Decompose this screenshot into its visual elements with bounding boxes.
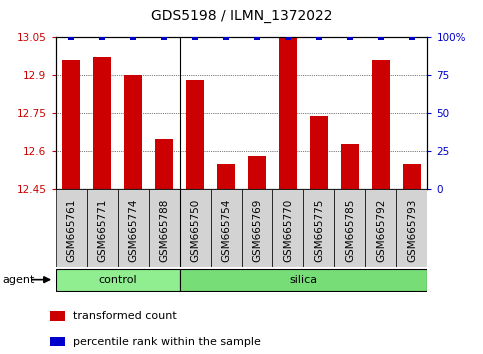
Point: [191, 34, 199, 40]
Bar: [149, 189, 180, 267]
Text: GSM665774: GSM665774: [128, 199, 138, 262]
Bar: [279, 37, 297, 189]
Point: [67, 34, 75, 40]
Bar: [56, 189, 86, 267]
Bar: [180, 189, 211, 267]
Text: GSM665754: GSM665754: [221, 199, 231, 262]
Text: GSM665793: GSM665793: [407, 199, 417, 262]
Bar: [272, 189, 303, 267]
Bar: [124, 75, 142, 189]
Text: GSM665785: GSM665785: [345, 199, 355, 262]
Bar: [86, 189, 117, 267]
Bar: [155, 139, 173, 189]
Point: [253, 34, 261, 40]
Text: agent: agent: [2, 275, 35, 285]
Text: control: control: [98, 275, 137, 285]
Text: GSM665750: GSM665750: [190, 199, 200, 262]
Text: percentile rank within the sample: percentile rank within the sample: [73, 337, 261, 347]
Bar: [334, 189, 366, 267]
Bar: [242, 189, 272, 267]
Bar: [117, 189, 149, 267]
Point: [98, 34, 106, 40]
Bar: [217, 164, 235, 189]
Text: GSM665769: GSM665769: [252, 199, 262, 262]
Point: [346, 34, 354, 40]
Bar: [397, 189, 427, 267]
Point: [160, 34, 168, 40]
Point: [315, 34, 323, 40]
Bar: [403, 164, 421, 189]
Bar: [50, 337, 66, 346]
Text: GSM665761: GSM665761: [66, 199, 76, 262]
Bar: [56, 268, 180, 291]
Bar: [211, 189, 242, 267]
Text: GSM665771: GSM665771: [97, 199, 107, 262]
Text: GSM665775: GSM665775: [314, 199, 324, 262]
Bar: [186, 80, 204, 189]
Bar: [366, 189, 397, 267]
Bar: [93, 57, 112, 189]
Bar: [180, 268, 427, 291]
Bar: [310, 116, 328, 189]
Text: GSM665792: GSM665792: [376, 199, 386, 262]
Bar: [303, 189, 334, 267]
Point: [222, 34, 230, 40]
Bar: [248, 156, 266, 189]
Bar: [372, 60, 390, 189]
Text: GDS5198 / ILMN_1372022: GDS5198 / ILMN_1372022: [151, 9, 332, 23]
Point: [408, 34, 416, 40]
Bar: [62, 60, 80, 189]
Text: GSM665788: GSM665788: [159, 199, 169, 262]
Point: [129, 34, 137, 40]
Bar: [341, 144, 359, 189]
Text: GSM665770: GSM665770: [283, 199, 293, 262]
Point: [377, 34, 385, 40]
Text: silica: silica: [289, 275, 317, 285]
Text: transformed count: transformed count: [73, 311, 177, 321]
Bar: [50, 312, 66, 321]
Point: [284, 34, 292, 40]
